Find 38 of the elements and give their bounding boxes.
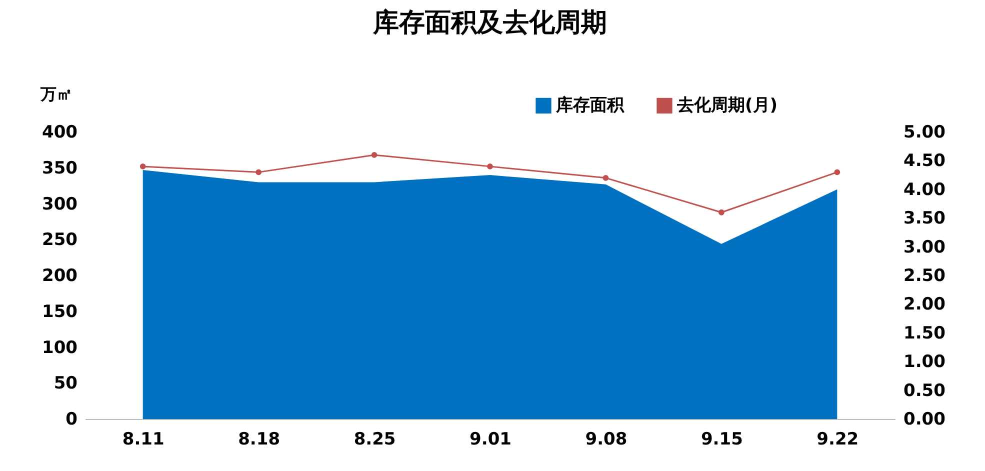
point (371, 152, 378, 158)
y-tick-label: 150 (42, 302, 78, 322)
y2-tick-label: 1.00 (904, 352, 946, 372)
y2-tick-label: 3.50 (904, 208, 946, 229)
x-tick-label: 8.25 (354, 430, 396, 450)
chart-title: 库存面积及去化周期 (372, 8, 607, 38)
y-tick-label: 50 (54, 374, 78, 394)
point (140, 163, 146, 170)
point (718, 209, 724, 216)
y2-tick-label: 2.00 (904, 294, 946, 315)
x-tick-label: 8.11 (122, 430, 164, 450)
y2-tick-label: 0.50 (904, 380, 946, 401)
y2-tick-label: 2.50 (904, 266, 946, 286)
y-tick-label: 0 (66, 410, 78, 430)
y-tick-label: 350 (42, 158, 78, 178)
point (602, 174, 609, 181)
x-tick-label: 9.15 (700, 430, 743, 450)
point (487, 163, 493, 170)
y2-tick-label: 4.00 (904, 180, 946, 200)
y-tick-label: 250 (42, 230, 78, 250)
y2-tick-label: 4.50 (904, 151, 946, 172)
legend-label: 库存面积 (555, 96, 625, 116)
y2-tick-label: 1.50 (904, 323, 946, 344)
y-tick-label: 100 (42, 338, 78, 358)
y-axis-title: 万㎡ (40, 84, 72, 104)
y-tick-label: 300 (42, 194, 78, 214)
legend-label: 去化周期(月) (676, 96, 778, 116)
x-tick-label: 9.08 (585, 430, 628, 450)
point (256, 169, 262, 176)
x-tick-label: 9.01 (470, 430, 512, 450)
x-tick-label: 9.22 (816, 430, 859, 450)
y-tick-label: 200 (42, 266, 78, 286)
x-tick-label: 8.18 (238, 430, 280, 450)
y2-tick-label: 0.00 (904, 410, 946, 430)
y2-tick-label: 3.00 (904, 237, 946, 258)
y2-tick-label: 5.00 (904, 122, 946, 142)
point (834, 169, 840, 176)
y-tick-label: 400 (42, 122, 78, 142)
